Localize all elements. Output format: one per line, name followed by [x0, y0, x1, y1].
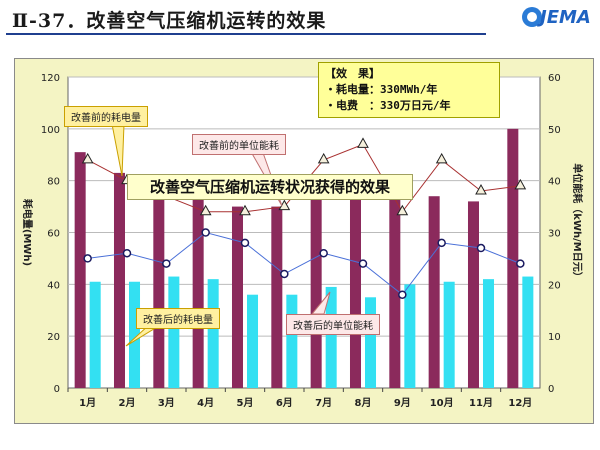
effect-line-consumption: ・耗电量：330MWh/年 — [325, 83, 438, 96]
jema-logo-text: JEMA — [540, 7, 591, 28]
x-tick-label: 6月 — [276, 397, 293, 409]
bar-before — [192, 193, 204, 388]
marker-before-unit — [81, 152, 94, 164]
y-tick-label: 100 — [41, 125, 60, 136]
callout-after-unit: 改善后的单位能耗 — [286, 314, 380, 335]
marker-before-unit — [357, 137, 369, 148]
y-right-tick-label: 0 — [548, 384, 554, 395]
y-right-tick-label: 10 — [548, 332, 561, 343]
y-tick-label: 40 — [47, 280, 60, 291]
y-tick-label: 80 — [47, 177, 60, 188]
marker-after-unit — [358, 259, 368, 268]
effect-line-cost: ・电费 ：330万日元/年 — [325, 99, 451, 112]
x-tick-label: 4月 — [197, 397, 214, 409]
x-tick-label: 10月 — [430, 397, 454, 409]
bar-before — [507, 128, 519, 389]
y-axis-label: 耗电量(MWh) — [21, 199, 34, 266]
bar-before — [231, 206, 243, 388]
bar-before — [389, 193, 401, 388]
bar-before — [428, 196, 440, 388]
bar-after — [365, 297, 377, 388]
callout-after-consumption: 改善后的耗电量 — [136, 308, 220, 329]
y-right-tick-label: 60 — [548, 73, 561, 84]
x-tick-label: 7月 — [315, 397, 332, 409]
y-right-tick-label: 40 — [548, 177, 561, 188]
marker-after-unit — [437, 238, 446, 248]
y-right-tick-label: 20 — [548, 280, 561, 291]
y-tick-label: 0 — [54, 384, 60, 395]
y-tick-label: 60 — [47, 229, 60, 240]
x-tick-label: 12月 — [508, 397, 532, 409]
bar-before — [74, 152, 86, 388]
callout-before-consumption: 改善前的耗电量 — [64, 106, 148, 127]
effect-heading: 【效 果】 — [325, 67, 380, 80]
title-underline — [6, 33, 486, 35]
x-tick-label: 1月 — [79, 397, 96, 409]
bar-after — [89, 281, 101, 388]
y-tick-label: 20 — [47, 332, 60, 343]
bar-after — [522, 276, 534, 388]
marker-before-unit — [514, 178, 527, 190]
marker-after-unit — [516, 259, 525, 268]
marker-after-unit — [162, 259, 171, 268]
callout-before-unit: 改善前的单位能耗 — [192, 134, 286, 155]
x-tick-label: 2月 — [119, 397, 136, 409]
bar-before — [113, 172, 125, 388]
marker-before-unit — [239, 204, 251, 216]
bar-after — [207, 279, 219, 388]
bar-before — [349, 198, 361, 388]
y-right-tick-label: 30 — [548, 229, 561, 240]
marker-after-unit — [319, 248, 328, 258]
y-right-tick-label: 50 — [548, 125, 561, 136]
bar-after — [168, 276, 180, 388]
x-tick-label: 5月 — [237, 397, 254, 409]
jema-logo: JEMA — [522, 5, 596, 29]
effect-box: 【效 果】 ・耗电量：330MWh/年 ・电费 ：330万日元/年 — [318, 62, 500, 118]
line-after-unit — [87, 231, 521, 296]
marker-after-unit — [201, 228, 210, 237]
marker-before-unit — [199, 204, 212, 216]
marker-after-unit — [240, 238, 250, 248]
bar-before — [153, 188, 165, 388]
y-right-axis-label: 单位能耗（kWh/M日元） — [571, 163, 584, 281]
bar-after — [247, 294, 259, 388]
bar-after — [325, 286, 337, 388]
jema-logo-icon — [522, 7, 542, 27]
x-tick-label: 11月 — [469, 397, 493, 409]
page-title: Ⅱ-37．改善空气压缩机运转的效果 — [12, 10, 327, 32]
marker-after-unit — [398, 290, 407, 299]
marker-before-unit — [435, 152, 448, 164]
marker-before-unit — [396, 204, 409, 216]
marker-after-unit — [122, 248, 132, 258]
bar-after — [286, 294, 298, 388]
bar-after — [404, 284, 416, 388]
x-tick-label: 8月 — [355, 397, 372, 409]
bar-before — [310, 193, 322, 388]
marker-before-unit — [317, 152, 330, 164]
marker-after-unit — [476, 243, 486, 253]
bar-after — [443, 281, 455, 388]
overlay-title: 改善空气压缩机运转状况获得的效果 — [127, 174, 413, 200]
bar-before — [271, 206, 283, 388]
bar-before — [467, 201, 479, 388]
marker-after-unit — [83, 254, 92, 263]
x-tick-label: 3月 — [158, 397, 175, 409]
x-tick-label: 9月 — [394, 397, 411, 409]
y-tick-label: 120 — [41, 73, 60, 84]
bar-after — [483, 279, 495, 388]
marker-after-unit — [280, 269, 289, 279]
bar-after — [129, 281, 141, 388]
marker-before-unit — [475, 184, 487, 195]
